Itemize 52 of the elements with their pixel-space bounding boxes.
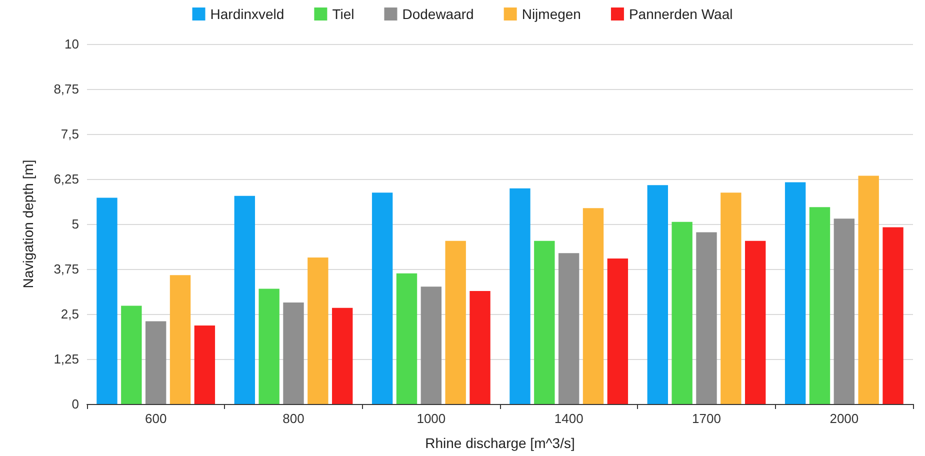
bar (308, 257, 328, 404)
y-tick-label: 2,5 (60, 306, 79, 322)
bar (420, 286, 442, 404)
bar (194, 326, 216, 404)
bar (784, 182, 806, 404)
bar (720, 192, 742, 404)
y-tick-label: 3,75 (54, 262, 79, 276)
x-tick-label: 1000 (416, 411, 446, 426)
legend-label: Nijmegen (522, 6, 581, 22)
bar (672, 222, 692, 404)
bar (882, 227, 904, 404)
bar (258, 288, 280, 404)
bar (445, 240, 466, 404)
bar (145, 321, 166, 404)
bar (234, 196, 255, 404)
bar (396, 273, 418, 404)
x-tick-label: 600 (144, 411, 167, 426)
bar (858, 176, 879, 404)
bar (647, 185, 668, 404)
bar (470, 290, 490, 404)
y-tick-label: 0 (72, 396, 79, 412)
bar (510, 188, 530, 404)
x-axis-title: Rhine discharge [m^3/s] (425, 435, 575, 451)
bar (607, 258, 628, 404)
bar (332, 308, 353, 404)
x-tick-label: 1700 (692, 411, 721, 426)
y-tick-label: 5 (72, 216, 79, 232)
bar (809, 207, 830, 404)
y-axis-title: Navigation depth [m] (20, 160, 36, 288)
x-tick-label: 2000 (830, 411, 859, 426)
bar (534, 240, 555, 404)
bar (745, 240, 766, 404)
bar (96, 198, 118, 404)
y-tick-label: 1,25 (54, 352, 79, 366)
legend-label: Dodewaard (402, 6, 474, 22)
bar (121, 306, 142, 404)
bar (283, 302, 304, 404)
bar (372, 192, 393, 404)
x-tick-label: 800 (282, 411, 304, 426)
legend-label: Tiel (332, 6, 354, 22)
bar (696, 232, 717, 404)
bar (834, 218, 855, 404)
legend-label: Hardinxveld (210, 6, 284, 22)
y-tick-label: 8,75 (54, 82, 79, 96)
y-tick-label: 10 (64, 36, 79, 52)
x-tick-label: 1400 (554, 411, 584, 426)
bar (582, 208, 604, 404)
y-tick-label: 7,5 (60, 126, 79, 142)
bar (558, 253, 580, 404)
legend-label: Pannerden Waal (628, 6, 733, 22)
y-tick-label: 6,25 (54, 172, 79, 186)
bar (170, 275, 191, 404)
